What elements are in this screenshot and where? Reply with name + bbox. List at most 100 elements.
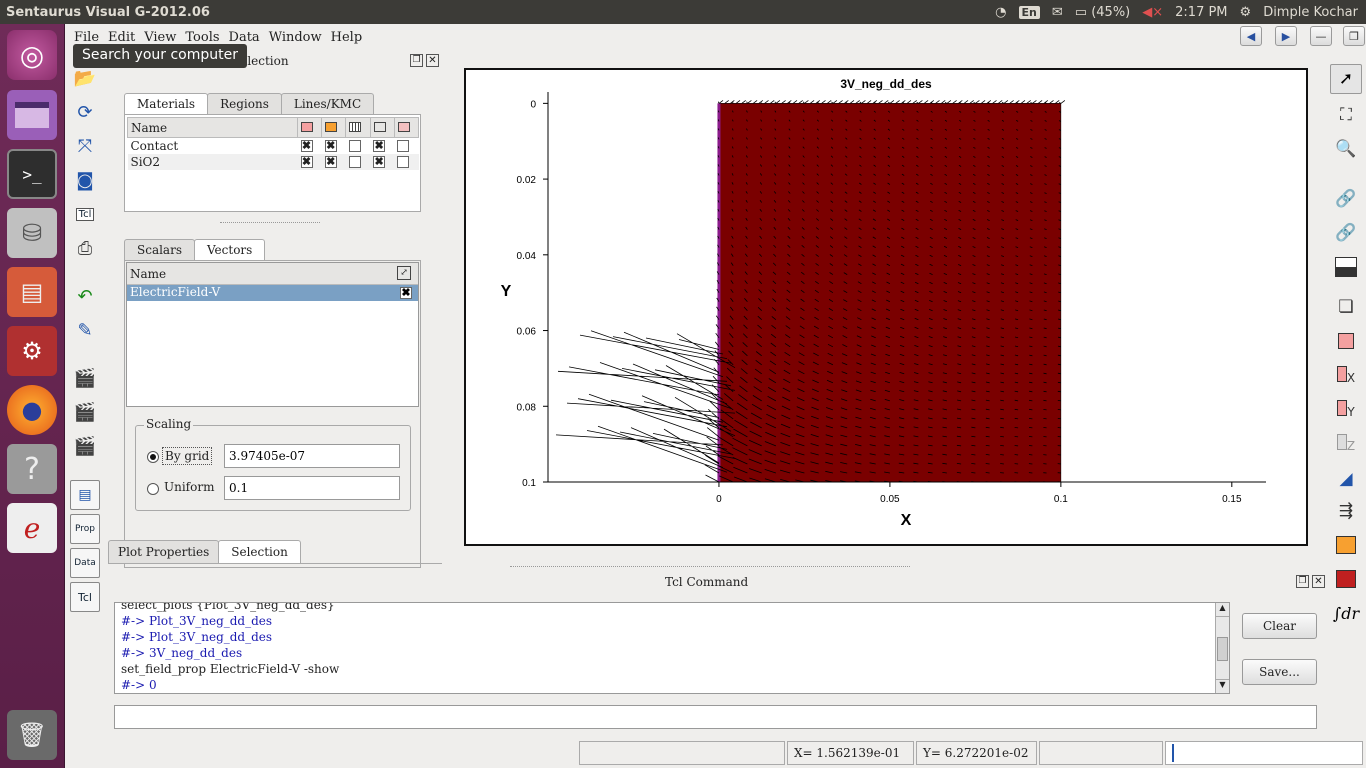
overlay-button[interactable] (1330, 564, 1362, 594)
material-checkbox[interactable]: ✖ (300, 139, 313, 153)
plot-window[interactable]: 3V_neg_dd_des 0 0.05 0.1 0.15 0 0.02 0.04 0.06 0… (464, 68, 1308, 546)
zoom-tool-button[interactable]: 🔍 (1330, 134, 1362, 164)
cutplane-button[interactable] (1330, 326, 1362, 356)
cut-y-button[interactable]: Y (1330, 394, 1362, 424)
log-scrollbar[interactable]: ▲ ▼ (1215, 603, 1229, 693)
scroll-up-arrow-icon[interactable]: ▲ (1216, 603, 1229, 617)
minimize-button[interactable]: — (1310, 26, 1332, 46)
keyboard-layout-indicator[interactable]: En (1018, 5, 1040, 19)
materials-name-header[interactable]: Name (127, 117, 298, 138)
material-checkbox[interactable]: ✖ (324, 155, 337, 168)
tcl-command-input[interactable] (114, 705, 1317, 729)
clock[interactable]: 2:17 PM (1175, 4, 1228, 20)
toggle-data-panel-button[interactable]: Data (70, 548, 100, 578)
reload-button[interactable]: ⟳ (71, 98, 99, 126)
print-button[interactable]: ⎙ (71, 234, 99, 262)
battery-indicator[interactable]: ▭ (45%) (1075, 5, 1130, 20)
show-material-column[interactable] (296, 117, 323, 138)
draw-button[interactable]: ✎ (71, 316, 99, 344)
cutline-button[interactable]: ❏ (1330, 292, 1362, 322)
close-tcl-button[interactable]: ✕ (1312, 575, 1325, 588)
menu-edit[interactable]: Edit (108, 29, 136, 45)
gear-icon[interactable]: ⚙ (1239, 4, 1252, 20)
menu-data[interactable]: Data (228, 29, 260, 45)
record-movie-button[interactable]: 🎬 (71, 364, 99, 392)
clear-button[interactable]: Clear (1242, 613, 1317, 639)
list-item[interactable]: ElectricField-V ✖ (127, 285, 418, 301)
cut-z-button[interactable]: Z (1330, 428, 1362, 458)
select-tool-button[interactable]: ➚ (1330, 64, 1362, 94)
user-name[interactable]: Dimple Kochar (1263, 4, 1358, 20)
material-checkbox[interactable]: ✖ (373, 155, 386, 168)
show-mesh-column[interactable] (321, 117, 347, 138)
material-checkbox[interactable]: ✖ (324, 139, 337, 153)
show-vector-column[interactable]: ⤢ (397, 266, 411, 280)
material-checkbox[interactable] (348, 156, 361, 168)
show-region-column[interactable] (393, 117, 420, 138)
material-checkbox[interactable]: ✖ (373, 139, 386, 153)
open-folder-button[interactable]: 📂 (71, 64, 99, 92)
system-settings-launcher[interactable]: ⚙ (7, 326, 57, 376)
toggle-tcl-panel-button[interactable]: Tcl (70, 582, 100, 612)
files-launcher[interactable]: ▤ (7, 267, 57, 317)
table-row[interactable]: SiO2 ✖ ✖ ✖ (127, 153, 419, 170)
material-checkbox[interactable] (348, 140, 361, 153)
cut-x-button[interactable]: X (1330, 360, 1362, 390)
menu-file[interactable]: File (74, 29, 100, 45)
float-panel-button[interactable]: ❐ (410, 54, 423, 67)
tab-plot-properties[interactable]: Plot Properties (108, 540, 220, 563)
uniform-radio[interactable] (147, 483, 159, 495)
restore-button[interactable]: ❐ (1343, 26, 1365, 46)
scroll-down-arrow-icon[interactable]: ▼ (1216, 679, 1229, 693)
by-grid-value-input[interactable] (224, 444, 400, 468)
menu-view[interactable]: View (144, 29, 177, 45)
link-button[interactable]: 🔗 (1330, 184, 1362, 214)
tab-vectors[interactable]: Vectors (193, 239, 266, 260)
dash-home-button[interactable]: ◎ (7, 30, 57, 80)
float-tcl-button[interactable]: ❐ (1296, 575, 1309, 588)
stack-button[interactable] (1330, 530, 1362, 560)
probe-button[interactable]: ⇶ (1330, 496, 1362, 526)
tcl-output-log[interactable]: select_plots {Plot_3V_neg_dd_des} #-> Pl… (114, 602, 1230, 694)
terminal-launcher[interactable]: >_ (7, 149, 57, 199)
prev-window-button[interactable]: ◀ (1240, 26, 1262, 46)
reset-view-button[interactable]: ⛶ (1330, 100, 1362, 130)
menu-window[interactable]: Window (268, 29, 322, 45)
fit-button[interactable]: ⤧ (71, 132, 99, 160)
link-selected-button[interactable]: 🔗 (1330, 218, 1362, 248)
uniform-value-input[interactable] (224, 476, 400, 500)
scroll-thumb[interactable] (1217, 637, 1228, 661)
tab-lines-kmc[interactable]: Lines/KMC (280, 93, 375, 114)
tab-regions[interactable]: Regions (207, 93, 282, 114)
snapshot-button[interactable]: ◙ (71, 166, 99, 194)
show-border-column[interactable] (369, 117, 395, 138)
toggle-selection-panel-button[interactable]: ▤ (70, 480, 100, 510)
integrate-button[interactable]: ∫dr (1330, 598, 1362, 628)
by-grid-radio[interactable] (147, 451, 159, 463)
material-checkbox[interactable] (397, 156, 410, 168)
document-viewer-launcher[interactable]: ℯ (7, 503, 57, 553)
next-window-button[interactable]: ▶ (1275, 26, 1297, 46)
firefox-launcher[interactable]: ● (7, 385, 57, 435)
toggle-properties-panel-button[interactable]: Prop (70, 514, 100, 544)
material-checkbox[interactable] (397, 140, 410, 153)
sentaurus-app-launcher[interactable] (7, 90, 57, 140)
movie-frame-button[interactable]: 🎬 (71, 398, 99, 426)
run-tcl-script-button[interactable]: Tcl (71, 200, 99, 228)
tab-scalars[interactable]: Scalars (124, 239, 195, 260)
vectors-name-header[interactable]: Name (130, 267, 167, 281)
vector-field-plot[interactable]: 3V_neg_dd_des 0 0.05 0.1 0.1500.020.040.060… (466, 70, 1306, 544)
triangle-tool-button[interactable]: ◢ (1330, 464, 1362, 494)
ruler-button[interactable] (1330, 252, 1362, 282)
help-launcher[interactable]: ? (7, 444, 57, 494)
disk-launcher[interactable]: ⛁ (7, 208, 57, 258)
mail-icon[interactable]: ✉ (1051, 4, 1063, 20)
uniform-label[interactable]: Uniform (164, 480, 215, 494)
close-panel-button[interactable]: ✕ (426, 54, 439, 67)
save-log-button[interactable]: Save... (1242, 659, 1317, 685)
export-movie-button[interactable]: 🎬 (71, 432, 99, 460)
tab-materials[interactable]: Materials (124, 93, 209, 114)
undo-button[interactable]: ↶ (71, 282, 99, 310)
tab-selection[interactable]: Selection (218, 540, 301, 563)
by-grid-label[interactable]: By grid (162, 447, 213, 465)
